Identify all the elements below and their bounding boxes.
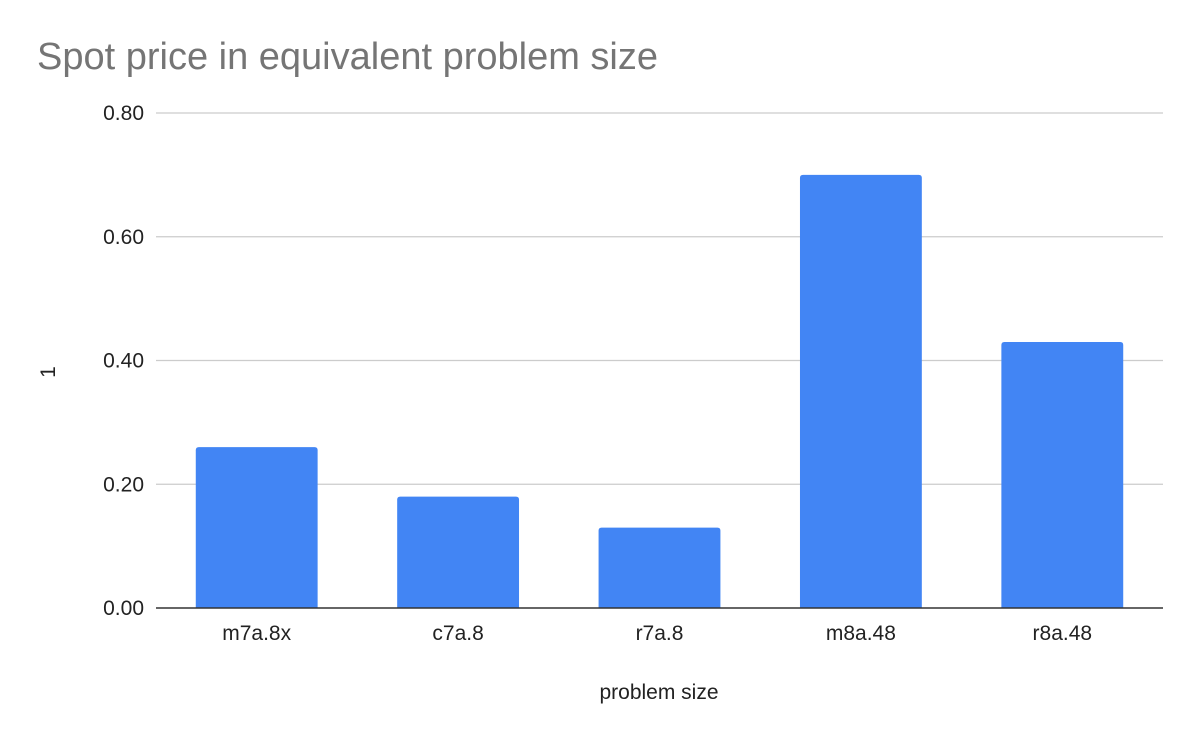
y-tick-label: 0.60: [103, 226, 144, 249]
x-tick-label: m7a.8x: [222, 622, 291, 645]
y-tick-label: 0.40: [103, 350, 144, 373]
axes: 0.00 0.20 0.40 0.60 0.80 m7a.8x c7a.8 r7a.8 m8a.…: [103, 102, 1163, 645]
bar-r8a.48: [1001, 341, 1124, 608]
y-tick-label: 0.00: [103, 597, 144, 620]
y-tick-label: 0.20: [103, 473, 144, 496]
x-tick-label: m8a.48: [826, 622, 896, 645]
x-tick-label: r8a.48: [1033, 622, 1093, 645]
y-axis-title: 1: [37, 366, 60, 378]
bar-m8a.48: [799, 174, 922, 608]
x-axis-title: problem size: [599, 681, 718, 704]
bar-r7a.8: [598, 527, 721, 608]
gridlines: [156, 112, 1163, 485]
y-tick-label: 0.80: [103, 102, 144, 125]
chart-title: Spot price in equivalent problem size: [37, 36, 658, 78]
x-tick-label: c7a.8: [432, 622, 483, 645]
bar-c7a.8: [397, 496, 520, 608]
x-tick-label: r7a.8: [636, 622, 684, 645]
bars: [195, 174, 1124, 608]
bar-m7a.8x: [195, 447, 318, 608]
